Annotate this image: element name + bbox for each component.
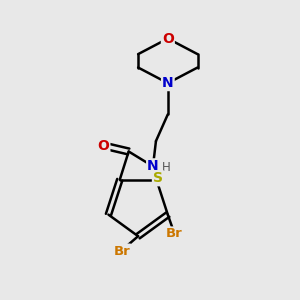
- Text: N: N: [147, 159, 159, 173]
- Text: Br: Br: [113, 244, 130, 258]
- Text: N: N: [162, 76, 174, 90]
- Text: Br: Br: [165, 227, 182, 240]
- Text: O: O: [162, 32, 174, 46]
- Text: H: H: [162, 161, 171, 174]
- Text: S: S: [153, 171, 163, 185]
- Text: O: O: [98, 139, 110, 153]
